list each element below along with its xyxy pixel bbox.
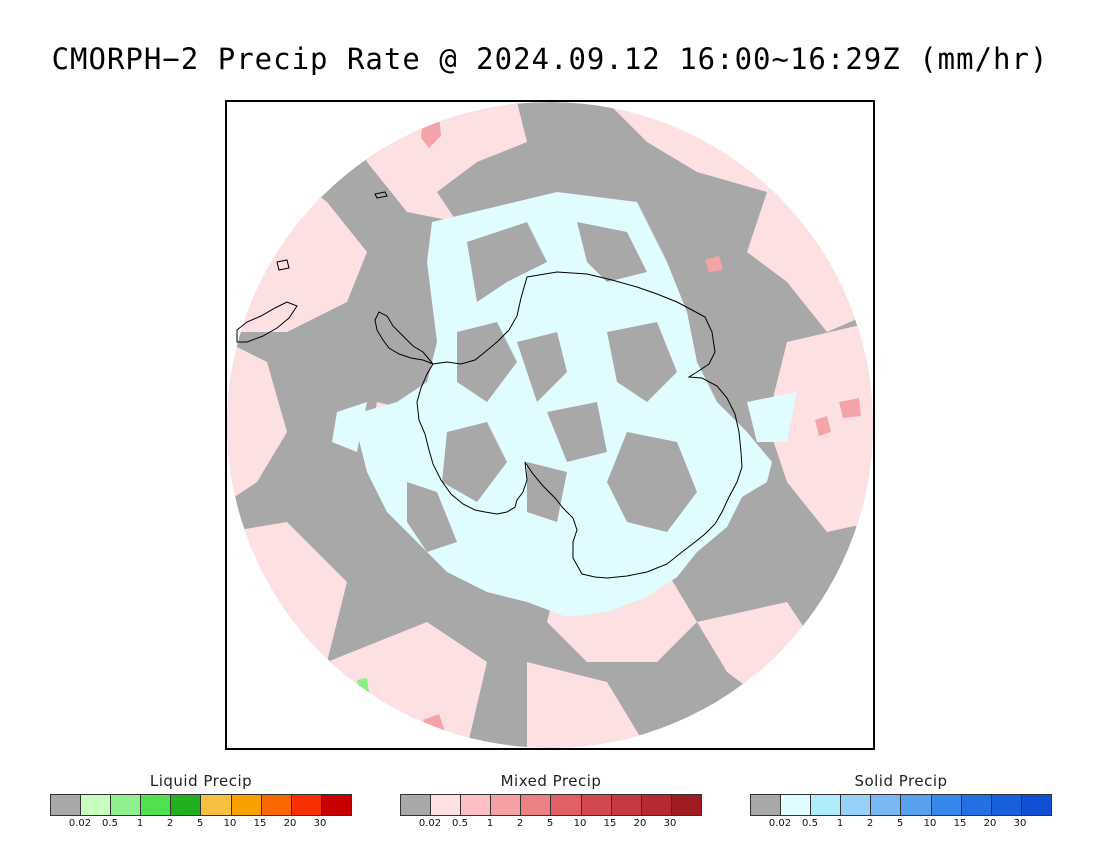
legend-swatch-0 [401, 795, 432, 815]
legend-mixed-precip: Mixed Precip 0.02 0.5 1 2 5 10 15 20 30 [400, 772, 702, 830]
legend-tick-label: 5 [896, 818, 904, 829]
legend-swatch-6 [231, 795, 262, 815]
antarctica-coastline [416, 271, 743, 579]
legend-swatch-4 [521, 795, 552, 815]
legend-swatch-1 [81, 795, 112, 815]
legend-swatch-6 [931, 795, 962, 815]
legend-tick-label: 30 [663, 818, 677, 829]
legend-tick-label: 20 [983, 818, 997, 829]
legend-color-bar [750, 794, 1052, 816]
legend-tick-label: 15 [253, 818, 267, 829]
legend-swatch-7 [961, 795, 992, 815]
precip-field [227, 102, 873, 748]
legend-swatch-1 [781, 795, 812, 815]
legend-swatch-5 [201, 795, 232, 815]
no-precip-streaks [407, 222, 697, 552]
legend-tick-label: 10 [923, 818, 937, 829]
legend-tick-label: 20 [283, 818, 297, 829]
south-america-tip-coastline [236, 301, 298, 343]
legend-swatch-3 [841, 795, 872, 815]
legend-tick-label: 2 [166, 818, 174, 829]
page-title: CMORPH−2 Precip Rate @ 2024.09.12 16:00~… [51, 42, 1049, 76]
legend-tick-label: 10 [223, 818, 237, 829]
legend-title: Mixed Precip [500, 772, 602, 790]
antarctic-peninsula-coastline [374, 311, 434, 365]
legend-tick-label: 0.5 [452, 818, 468, 829]
legend-title: Liquid Precip [149, 772, 253, 790]
legend-tick-label: 0.5 [102, 818, 118, 829]
legend-tick-label: 0.02 [768, 818, 792, 829]
map-frame [225, 100, 875, 750]
legend-swatch-2 [111, 795, 142, 815]
legend-tick-label: 20 [633, 818, 647, 829]
falklands-coastline [276, 259, 290, 271]
legend-swatch-9 [321, 795, 351, 815]
legend-color-bar [400, 794, 702, 816]
legend-swatch-2 [461, 795, 492, 815]
legend-tick-labels: 0.02 0.5 1 2 5 10 15 20 30 [750, 816, 1052, 830]
legend-swatch-5 [551, 795, 582, 815]
legend-tick-label: 0.5 [802, 818, 818, 829]
legend-tick-label: 15 [953, 818, 967, 829]
legend-color-bar [50, 794, 352, 816]
legend-swatch-8 [991, 795, 1022, 815]
polar-precip-map [227, 102, 873, 748]
coastlines [236, 191, 743, 579]
legend-swatch-3 [141, 795, 172, 815]
legend-tick-label: 1 [836, 818, 844, 829]
liquid-precip-speck [357, 678, 369, 694]
legend-swatch-0 [51, 795, 82, 815]
legend-swatch-7 [611, 795, 642, 815]
legend-tick-label: 30 [313, 818, 327, 829]
legend-swatch-4 [871, 795, 902, 815]
legend-title: Solid Precip [854, 772, 948, 790]
legend-swatch-6 [581, 795, 612, 815]
legend-swatch-8 [291, 795, 322, 815]
legend-tick-label: 2 [866, 818, 874, 829]
legend-swatch-9 [1021, 795, 1051, 815]
legend-swatch-8 [641, 795, 672, 815]
legend-swatch-1 [431, 795, 462, 815]
legend-tick-label: 5 [546, 818, 554, 829]
legend-swatch-9 [671, 795, 701, 815]
legend-liquid-precip: Liquid Precip 0.02 0.5 1 2 5 10 15 20 30 [50, 772, 352, 830]
legend-swatch-0 [751, 795, 782, 815]
south-georgia-coastline [374, 191, 388, 199]
legend-solid-precip: Solid Precip 0.02 0.5 1 2 5 10 15 20 30 [750, 772, 1052, 830]
legend-swatch-4 [171, 795, 202, 815]
legend-tick-label: 1 [486, 818, 494, 829]
legend-tick-label: 2 [516, 818, 524, 829]
legend-swatch-5 [901, 795, 932, 815]
legend-tick-labels: 0.02 0.5 1 2 5 10 15 20 30 [50, 816, 352, 830]
legend-tick-label: 0.02 [68, 818, 92, 829]
legend-tick-label: 30 [1013, 818, 1027, 829]
legend-tick-label: 1 [136, 818, 144, 829]
legend-tick-label: 10 [573, 818, 587, 829]
legend-tick-label: 5 [196, 818, 204, 829]
legend-swatch-3 [491, 795, 522, 815]
legend-tick-label: 0.02 [418, 818, 442, 829]
legend-tick-labels: 0.02 0.5 1 2 5 10 15 20 30 [400, 816, 702, 830]
legend-swatch-7 [261, 795, 292, 815]
legend-swatch-2 [811, 795, 842, 815]
legend-tick-label: 15 [603, 818, 617, 829]
